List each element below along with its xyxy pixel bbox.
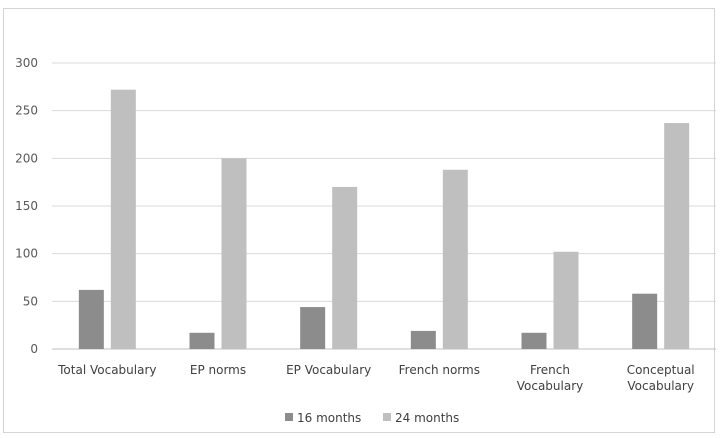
x-category-label: French Vocabulary	[517, 363, 584, 393]
gridlines	[52, 62, 716, 350]
bar-16-months	[78, 289, 104, 349]
x-category-label: EP Vocabulary	[286, 363, 371, 377]
y-tick-label: 100	[15, 247, 38, 261]
y-tick-label: 50	[23, 294, 38, 308]
y-tick-label: 250	[15, 104, 38, 118]
bars	[78, 89, 690, 350]
x-category-label-line: Total Vocabulary	[57, 363, 156, 377]
y-tick-label: 300	[15, 56, 38, 70]
x-category-label: French norms	[399, 363, 480, 377]
bar-24-months	[664, 123, 690, 349]
x-category-label-line: French	[530, 363, 570, 377]
y-tick-label: 0	[30, 342, 38, 356]
bar-16-months	[521, 332, 547, 349]
x-axis-categories: Total Vocabulary EP norms EP Vocabulary Fre…	[57, 363, 694, 393]
legend-label: 24 months	[395, 411, 459, 425]
x-category-label-line: Vocabulary	[627, 379, 694, 393]
legend-swatch	[383, 413, 391, 421]
legend-label: 16 months	[297, 411, 361, 425]
x-category-label: Total Vocabulary	[57, 363, 156, 377]
x-category-label-line: EP norms	[190, 363, 246, 377]
y-tick-label: 150	[15, 199, 38, 213]
bar-16-months	[632, 293, 658, 349]
legend: 16 months 24 months	[285, 411, 459, 425]
y-tick-label: 200	[15, 151, 38, 165]
x-category-label-line: French norms	[399, 363, 480, 377]
x-category-label-line: Conceptual	[627, 363, 695, 377]
bar-24-months	[332, 186, 358, 349]
bar-24-months	[110, 89, 136, 350]
bar-16-months	[189, 332, 215, 349]
bar-24-months	[442, 169, 468, 349]
bar-24-months	[221, 158, 247, 349]
x-category-label: EP norms	[190, 363, 246, 377]
x-category-label-line: Vocabulary	[517, 379, 584, 393]
legend-swatch	[285, 413, 293, 421]
bar-16-months	[300, 307, 326, 349]
bar-24-months	[553, 251, 579, 349]
y-axis-ticks: 0 50 100 150 200 250 300	[15, 56, 38, 356]
bar-16-months	[410, 330, 436, 349]
x-category-label-line: EP Vocabulary	[286, 363, 371, 377]
x-category-label: Conceptual Vocabulary	[627, 363, 695, 393]
